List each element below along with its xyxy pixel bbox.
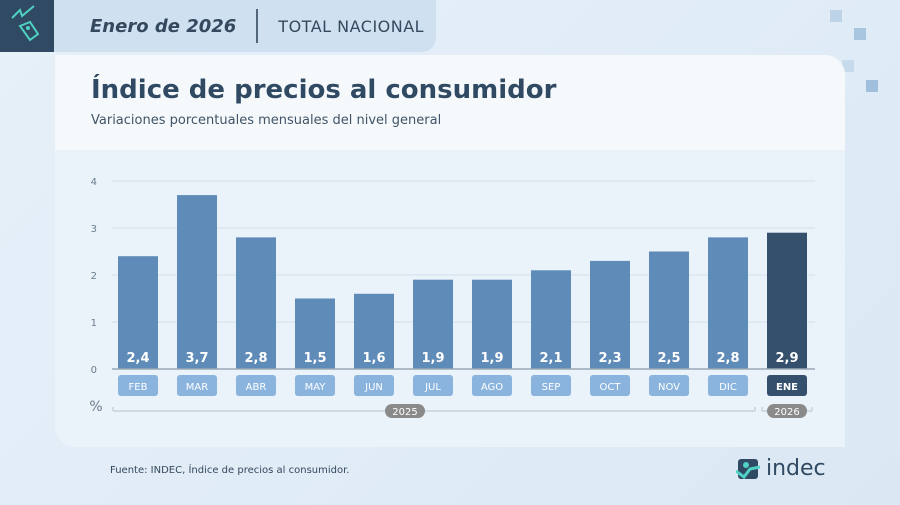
bar xyxy=(354,293,394,369)
month-label-bg xyxy=(649,375,689,396)
month-label-bg xyxy=(118,375,158,396)
year-badge xyxy=(385,404,425,418)
month-label-bg xyxy=(236,375,276,396)
data-label: 1,9 xyxy=(480,351,503,366)
brand-text: indec xyxy=(766,456,826,481)
data-label: 2,4 xyxy=(126,351,149,366)
bar xyxy=(295,298,335,369)
bar xyxy=(118,256,158,369)
month-label-bg xyxy=(708,375,748,396)
x-tick-label: ENE xyxy=(776,382,798,393)
bar xyxy=(472,279,512,369)
bar xyxy=(531,270,571,369)
data-label: 2,9 xyxy=(775,351,798,366)
data-label: 2,8 xyxy=(244,351,267,366)
x-tick-label: JUL xyxy=(424,382,441,393)
scope-label: TOTAL NACIONAL xyxy=(278,16,425,36)
month-label-bg xyxy=(590,375,630,396)
x-tick-label: AGO xyxy=(481,382,503,393)
chart-title: Índice de precios al consumidor xyxy=(91,75,557,105)
source-note: Fuente: INDEC, Índice de precios al cons… xyxy=(110,465,350,476)
bar xyxy=(177,195,217,369)
bar xyxy=(590,260,630,369)
month-label-bg xyxy=(354,375,394,396)
chart-subtitle: Variaciones porcentuales mensuales del n… xyxy=(91,113,442,128)
x-tick-label: JUN xyxy=(364,382,383,393)
year-label: 2025 xyxy=(392,407,417,418)
x-tick-label: NOV xyxy=(658,382,680,393)
x-tick-label: MAR xyxy=(186,382,208,393)
bar xyxy=(708,237,748,369)
header-bar: Enero de 2026 TOTAL NACIONAL xyxy=(54,0,436,52)
year-badge xyxy=(767,404,807,418)
y-tick-label: 2 xyxy=(91,271,97,282)
year-label: 2026 xyxy=(774,407,799,418)
price-tag-icon xyxy=(11,5,40,42)
period-label: Enero de 2026 xyxy=(90,15,237,37)
y-axis-label: % xyxy=(89,399,102,415)
month-label-bg xyxy=(531,375,571,396)
data-label: 2,1 xyxy=(539,351,562,366)
data-label: 3,7 xyxy=(185,351,208,366)
month-label-bg xyxy=(177,375,217,396)
bar xyxy=(236,237,276,369)
data-label: 2,3 xyxy=(598,351,621,366)
month-label-bg xyxy=(295,375,335,396)
data-label: 2,8 xyxy=(716,351,739,366)
month-label-bg xyxy=(472,375,512,396)
indec-logo: indec xyxy=(736,456,826,481)
month-label-bg xyxy=(413,375,453,396)
bar xyxy=(767,232,807,369)
x-tick-label: OCT xyxy=(600,382,622,393)
y-tick-label: 0 xyxy=(91,365,97,376)
y-tick-label: 3 xyxy=(91,224,97,235)
indec-logo-icon xyxy=(736,458,760,479)
data-label: 1,5 xyxy=(303,351,326,366)
x-tick-label: DIC xyxy=(719,382,737,393)
y-tick-label: 4 xyxy=(91,177,97,188)
divider xyxy=(256,9,259,43)
price-tag-logo xyxy=(0,0,54,52)
month-label-bg xyxy=(767,375,807,396)
data-label: 2,5 xyxy=(657,351,680,366)
x-tick-label: SEP xyxy=(542,382,561,393)
bar xyxy=(649,251,689,369)
data-label: 1,6 xyxy=(362,351,385,366)
x-tick-label: ABR xyxy=(246,382,267,393)
x-tick-label: MAY xyxy=(305,382,327,393)
bar xyxy=(413,279,453,369)
y-tick-label: 1 xyxy=(91,318,97,329)
data-label: 1,9 xyxy=(421,351,444,366)
x-tick-label: FEB xyxy=(129,382,148,393)
